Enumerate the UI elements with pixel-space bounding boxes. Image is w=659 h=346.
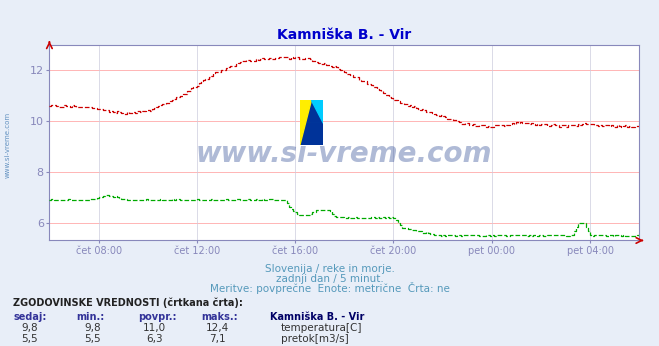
Text: 5,5: 5,5 xyxy=(84,334,101,344)
Polygon shape xyxy=(312,100,323,123)
Text: www.si-vreme.com: www.si-vreme.com xyxy=(196,140,492,169)
Text: 6,3: 6,3 xyxy=(146,334,163,344)
Bar xyxy=(300,123,323,145)
Text: zadnji dan / 5 minut.: zadnji dan / 5 minut. xyxy=(275,274,384,284)
Polygon shape xyxy=(300,100,323,145)
Text: Slovenija / reke in morje.: Slovenija / reke in morje. xyxy=(264,264,395,274)
Text: povpr.:: povpr.: xyxy=(138,312,177,322)
Text: www.si-vreme.com: www.si-vreme.com xyxy=(5,112,11,179)
Title: Kamniška B. - Vir: Kamniška B. - Vir xyxy=(277,28,411,43)
Bar xyxy=(312,100,323,123)
Text: sedaj:: sedaj: xyxy=(13,312,47,322)
Text: ZGODOVINSKE VREDNOSTI (črtkana črta):: ZGODOVINSKE VREDNOSTI (črtkana črta): xyxy=(13,298,243,308)
Text: temperatura[C]: temperatura[C] xyxy=(281,323,362,333)
Bar xyxy=(300,100,312,123)
Text: 9,8: 9,8 xyxy=(84,323,101,333)
Text: 9,8: 9,8 xyxy=(21,323,38,333)
Text: Kamniška B. - Vir: Kamniška B. - Vir xyxy=(270,312,364,322)
Text: Meritve: povprečne  Enote: metrične  Črta: ne: Meritve: povprečne Enote: metrične Črta:… xyxy=(210,282,449,294)
Polygon shape xyxy=(300,100,312,145)
Text: 7,1: 7,1 xyxy=(209,334,226,344)
Text: 5,5: 5,5 xyxy=(21,334,38,344)
Text: 12,4: 12,4 xyxy=(206,323,229,333)
Text: pretok[m3/s]: pretok[m3/s] xyxy=(281,334,349,344)
Text: maks.:: maks.: xyxy=(201,312,238,322)
Text: min.:: min.: xyxy=(76,312,104,322)
Text: 11,0: 11,0 xyxy=(143,323,167,333)
